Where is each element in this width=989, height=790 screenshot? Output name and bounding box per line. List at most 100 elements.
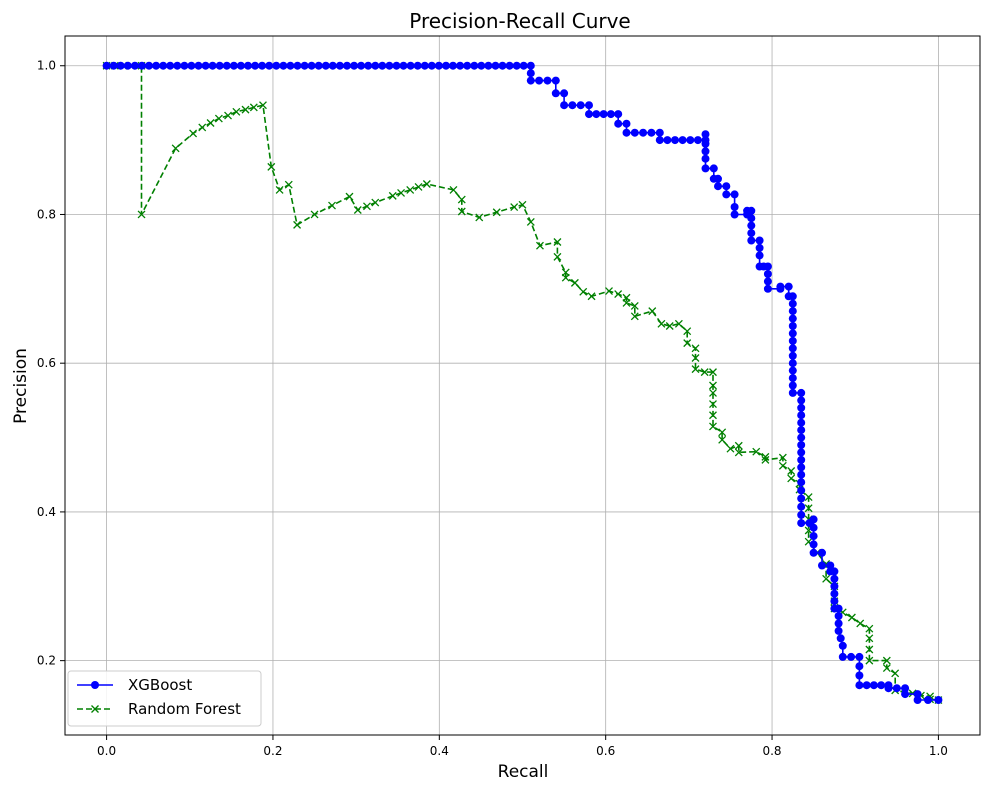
data-point — [526, 217, 535, 226]
data-point — [413, 61, 422, 70]
data-point — [788, 381, 797, 390]
data-point — [187, 61, 196, 70]
data-point — [551, 89, 560, 98]
data-point — [498, 61, 507, 70]
chart-title: Precision-Recall Curve — [409, 9, 630, 33]
data-point — [275, 185, 284, 194]
data-point — [321, 61, 330, 70]
x-tick-label: 0.2 — [263, 744, 282, 758]
data-point — [456, 61, 465, 70]
data-point — [526, 69, 535, 78]
data-point — [763, 262, 772, 271]
data-point — [208, 61, 217, 70]
data-point — [420, 61, 429, 70]
x-tick-label: 1.0 — [929, 744, 948, 758]
data-point — [477, 61, 486, 70]
data-point — [901, 690, 910, 699]
data-point — [797, 403, 806, 412]
data-point — [892, 684, 901, 693]
data-point — [272, 61, 281, 70]
data-point — [797, 426, 806, 435]
data-point — [797, 388, 806, 397]
data-point — [709, 381, 717, 390]
data-point — [776, 282, 785, 291]
data-point — [328, 61, 337, 70]
legend: XGBoost Random Forest — [67, 670, 262, 727]
data-point — [457, 195, 466, 204]
data-point — [364, 61, 373, 70]
data-point — [722, 182, 731, 191]
data-point — [788, 344, 797, 353]
data-point — [830, 567, 839, 576]
data-point — [809, 523, 818, 532]
data-point — [752, 447, 761, 456]
data-point — [655, 128, 664, 137]
legend-random-forest-label: Random Forest — [128, 700, 241, 718]
data-point — [224, 111, 232, 120]
data-point — [838, 641, 847, 650]
data-point — [399, 61, 408, 70]
data-point — [788, 299, 797, 308]
data-point — [215, 61, 224, 70]
data-point — [730, 190, 739, 199]
data-point — [901, 684, 910, 693]
data-point — [747, 229, 756, 238]
data-point — [614, 119, 623, 128]
data-point — [671, 136, 679, 145]
data-point — [362, 202, 371, 211]
data-point — [159, 61, 168, 70]
data-point — [229, 61, 238, 70]
data-point — [726, 444, 735, 453]
data-point — [553, 252, 562, 261]
data-point — [328, 201, 336, 210]
data-point — [714, 174, 722, 183]
data-point — [701, 130, 710, 139]
data-point — [449, 185, 458, 194]
data-point — [809, 532, 818, 541]
data-point — [747, 221, 756, 230]
data-point — [869, 681, 878, 690]
data-point — [222, 61, 231, 70]
x-tick-label: 0.6 — [596, 744, 615, 758]
data-point — [709, 411, 717, 420]
data-point — [797, 478, 806, 487]
data-point — [830, 589, 839, 598]
data-point — [663, 136, 672, 145]
data-point — [171, 144, 180, 153]
data-point — [397, 188, 406, 197]
data-point — [788, 292, 797, 301]
data-point — [830, 597, 839, 606]
data-point — [152, 61, 161, 70]
data-point — [300, 61, 309, 70]
data-point — [614, 290, 623, 298]
data-point — [284, 180, 293, 189]
data-point — [259, 101, 267, 110]
data-point — [722, 190, 731, 199]
data-point — [406, 185, 415, 194]
data-point — [865, 624, 874, 633]
data-point — [855, 652, 864, 661]
data-point — [855, 681, 864, 690]
data-point — [388, 191, 397, 200]
data-point — [797, 519, 806, 528]
data-point — [560, 89, 569, 98]
data-point — [865, 656, 874, 665]
data-point — [560, 101, 569, 110]
data-point — [665, 322, 674, 330]
data-point — [797, 418, 806, 427]
data-point — [882, 664, 891, 673]
data-point — [809, 540, 818, 549]
data-point — [385, 61, 394, 70]
data-point — [241, 105, 250, 114]
data-point — [519, 61, 528, 70]
data-point — [551, 76, 560, 85]
data-point — [378, 61, 387, 70]
data-point — [862, 681, 871, 690]
data-point — [730, 203, 739, 211]
data-point — [622, 298, 631, 307]
legend-xgboost-marker — [91, 681, 99, 689]
data-point — [788, 314, 797, 323]
data-point — [913, 696, 922, 704]
data-point — [718, 428, 727, 437]
data-point — [797, 433, 806, 442]
